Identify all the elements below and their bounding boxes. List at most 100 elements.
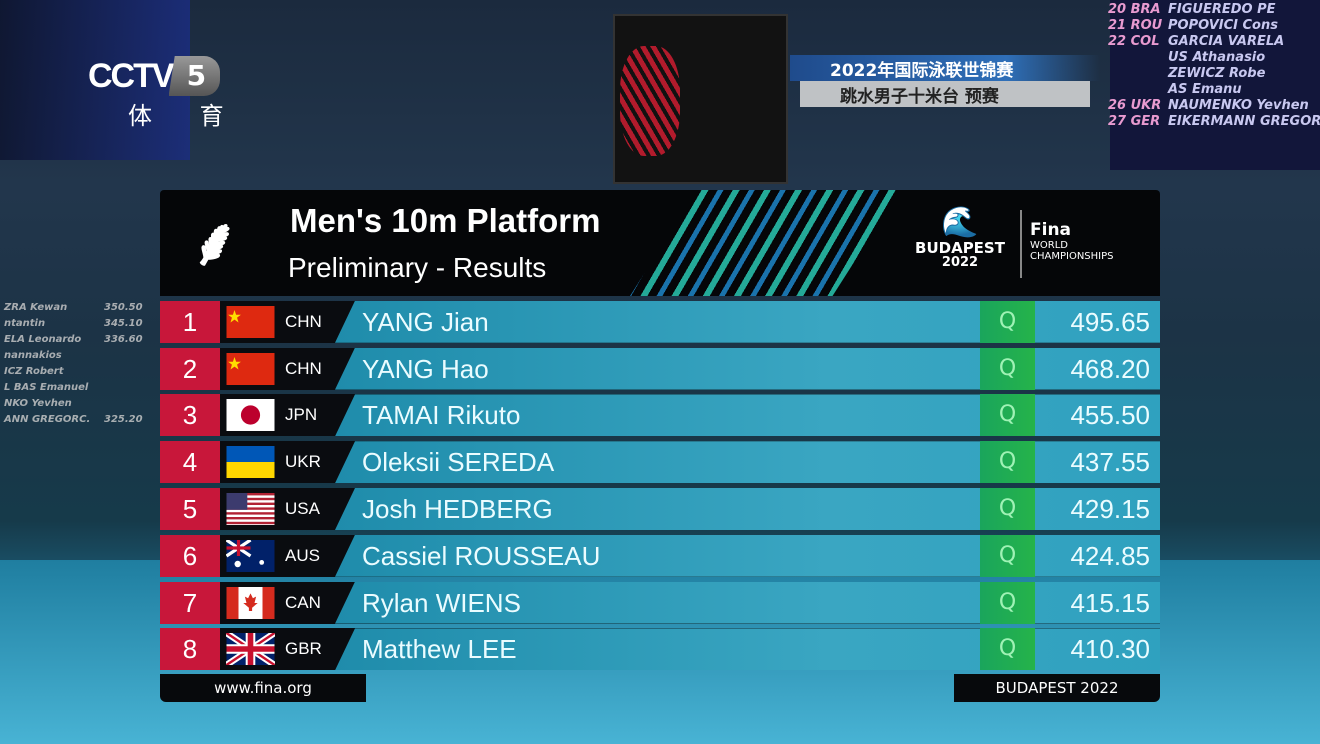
background-video-screen bbox=[613, 14, 788, 184]
score: 495.65 bbox=[1070, 306, 1150, 337]
bg-name: ICZ Robert bbox=[4, 366, 64, 377]
channel-number: 5 bbox=[168, 56, 221, 96]
result-row: 5 USA Josh HEDBERG Q 429.15 bbox=[160, 487, 1160, 530]
page-title: Men's 10m Platform bbox=[290, 202, 601, 239]
qualified-badge: Q bbox=[980, 347, 1035, 390]
org-sub1: WORLD bbox=[1030, 240, 1068, 251]
background-list-item: 22 COL GARCIA VARELA bbox=[1108, 34, 1320, 50]
country-code: AUS bbox=[285, 545, 320, 565]
score: 455.50 bbox=[1070, 400, 1150, 431]
background-scoreboard-left bbox=[0, 0, 190, 160]
bg-name: EIKERMANN GREGORC. bbox=[1168, 114, 1320, 129]
cctv-logo: CCTV bbox=[88, 56, 175, 95]
broadcast-caption: 2022年国际泳联世锦赛 跳水男子十米台 预赛 bbox=[790, 55, 1100, 107]
background-list-item: 27 GER EIKERMANN GREGORC. bbox=[1108, 114, 1320, 130]
background-list-right: 20 BRA FIGUEREDO PE 21 ROU POPOVICI Cons 22 … bbox=[1108, 2, 1320, 130]
rank: 5 bbox=[160, 487, 220, 530]
qualified-badge: Q bbox=[980, 441, 1035, 484]
bg-name: POPOVICI Cons bbox=[1168, 18, 1278, 33]
background-list-item: ICZ Robert bbox=[4, 364, 143, 380]
bg-score: 345.10 bbox=[104, 318, 143, 329]
event-year: 2022 bbox=[941, 255, 979, 270]
result-row: 2 CHN YANG Hao Q 468.20 bbox=[160, 347, 1160, 390]
score: 437.55 bbox=[1070, 447, 1150, 478]
board-header: ⸙ Men's 10m Platform Preliminary - Resul… bbox=[160, 190, 1160, 296]
caption-line2: 跳水男子十米台 预赛 bbox=[800, 81, 1090, 107]
background-scoreboard-right bbox=[1110, 0, 1320, 170]
athlete-name: Josh HEDBERG bbox=[362, 493, 553, 524]
background-list-item: ZEWICZ Robe bbox=[1108, 66, 1320, 82]
score: 424.85 bbox=[1070, 540, 1150, 571]
rank: 1 bbox=[160, 300, 220, 343]
bg-score: 350.50 bbox=[104, 302, 143, 313]
board-footer: www.fina.org BUDAPEST 2022 bbox=[160, 674, 1160, 704]
result-row: 8 GBR Matthew LEE Q 410.30 bbox=[160, 628, 1160, 671]
diving-icon: ⸙ bbox=[190, 204, 240, 281]
background-list-item: nannakios bbox=[4, 348, 143, 364]
org-name: Fina bbox=[1030, 220, 1072, 240]
channel-logo: CCTV 5 体 育 bbox=[88, 56, 244, 131]
bg-score: 325.20 bbox=[104, 414, 143, 425]
bg-rank: 21 ROU bbox=[1108, 18, 1163, 33]
country-code: CHN bbox=[285, 311, 322, 331]
bg-rank: 22 COL bbox=[1108, 34, 1160, 49]
country-code: CHN bbox=[285, 358, 322, 378]
result-row: 4 UKR Oleksii SEREDA Q 437.55 bbox=[160, 441, 1160, 484]
flag-australia-icon bbox=[225, 538, 275, 572]
rank: 6 bbox=[160, 534, 220, 577]
bg-name: US Athanasio bbox=[1168, 50, 1266, 65]
score: 415.15 bbox=[1070, 587, 1150, 618]
website-label: www.fina.org bbox=[160, 674, 366, 703]
bg-name: AS Emanu bbox=[1168, 82, 1242, 97]
wave-graphic bbox=[630, 190, 900, 296]
bg-rank: 26 UKR bbox=[1108, 98, 1162, 113]
background-list-item: ANN GREGORC. 325.20 bbox=[4, 412, 143, 428]
swimmer-icon: 🌊 bbox=[941, 205, 979, 240]
background-list-item: US Athanasio bbox=[1108, 50, 1320, 66]
channel-name: 体 育 bbox=[128, 102, 244, 130]
qualified-badge: Q bbox=[980, 487, 1035, 530]
result-row: 1 CHN YANG Jian Q 495.65 bbox=[160, 300, 1160, 343]
divider bbox=[1020, 210, 1022, 278]
bg-name: NAUMENKO Yevhen bbox=[1168, 98, 1309, 113]
background-list-item: ntantin 345.10 bbox=[4, 316, 143, 332]
country-code: UKR bbox=[285, 452, 321, 472]
qualified-badge: Q bbox=[980, 581, 1035, 624]
country-code: USA bbox=[285, 498, 320, 518]
qualified-badge: Q bbox=[980, 534, 1035, 577]
bg-name: GARCIA VARELA bbox=[1168, 34, 1285, 49]
athlete-name: YANG Hao bbox=[362, 353, 489, 384]
background-list-item: ZRA Kewan 350.50 bbox=[4, 300, 143, 316]
org-sub2: CHAMPIONSHIPS bbox=[1030, 251, 1114, 262]
bg-name: ZRA Kewan bbox=[4, 302, 68, 313]
background-list-left: ZRA Kewan 350.50 ntantin 345.10 ELA Leonardo… bbox=[4, 300, 143, 428]
results-board: ⸙ Men's 10m Platform Preliminary - Resul… bbox=[160, 190, 1160, 704]
bg-name: NKO Yevhen bbox=[4, 398, 72, 409]
qualified-badge: Q bbox=[980, 300, 1035, 343]
score: 429.15 bbox=[1070, 493, 1150, 524]
result-row: 6 AUS Cassiel ROUSSEAU Q 424.85 bbox=[160, 534, 1160, 577]
bg-score: 336.60 bbox=[104, 334, 143, 345]
country-code: CAN bbox=[285, 592, 321, 612]
bg-name: ANN GREGORC. bbox=[4, 414, 91, 425]
flag-canada-icon bbox=[226, 586, 275, 619]
bg-rank: 20 BRA bbox=[1108, 2, 1161, 17]
score: 468.20 bbox=[1070, 353, 1150, 384]
background-list-item: 26 UKR NAUMENKO Yevhen bbox=[1108, 98, 1320, 114]
rank: 7 bbox=[160, 581, 220, 624]
rank: 2 bbox=[160, 347, 220, 390]
rank: 8 bbox=[160, 628, 220, 671]
bg-name: ELA Leonardo bbox=[4, 334, 82, 345]
flag-uk-icon bbox=[224, 630, 277, 669]
result-row: 3 JPN TAMAI Rikuto Q 455.50 bbox=[160, 394, 1160, 437]
athlete-name: TAMAI Rikuto bbox=[362, 400, 521, 431]
background-list-item: 20 BRA FIGUEREDO PE bbox=[1108, 2, 1320, 18]
bg-rank: 27 GER bbox=[1108, 114, 1161, 129]
qualified-badge: Q bbox=[980, 628, 1035, 671]
bg-name: L BAS Emanuel bbox=[4, 382, 89, 393]
event-label: BUDAPEST 2022 bbox=[954, 674, 1160, 703]
athlete-name: YANG Jian bbox=[362, 306, 489, 337]
fina-logo: Fina WORLD CHAMPIONSHIPS bbox=[1030, 220, 1114, 262]
caption-line1: 2022年国际泳联世锦赛 bbox=[790, 55, 1100, 81]
bg-name: nannakios bbox=[4, 350, 62, 361]
